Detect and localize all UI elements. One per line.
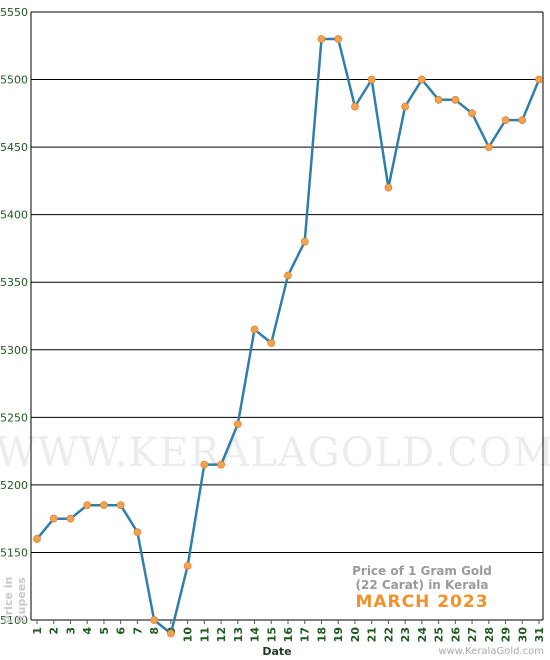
y-tick-label-5350: 5350 (0, 276, 28, 289)
data-point-14 (250, 325, 259, 334)
x-axis: 1234567891011121314151617181920212223242… (31, 620, 546, 642)
x-tick-label-28: 28 (483, 627, 496, 642)
x-tick-label-7: 7 (131, 627, 144, 635)
data-point-9 (166, 629, 175, 638)
data-point-3 (66, 514, 75, 523)
x-tick-label-12: 12 (215, 627, 228, 642)
x-tick-label-6: 6 (115, 627, 128, 635)
data-markers (33, 35, 543, 638)
y-axis-label: Price in Rupees (2, 577, 28, 624)
data-point-16 (284, 271, 292, 280)
data-point-10 (183, 562, 192, 570)
y-tick-label-5100: 5100 (0, 614, 28, 627)
data-point-20 (351, 102, 359, 111)
x-tick-label-5: 5 (98, 627, 111, 635)
watermark: WWW.KERALAGOLD.COM (0, 430, 550, 476)
y-axis-label-line-2: Rupees (15, 577, 28, 623)
data-point-6 (116, 501, 125, 510)
data-point-22 (384, 183, 393, 192)
x-tick-label-19: 19 (332, 627, 345, 642)
x-tick-label-15: 15 (265, 627, 278, 642)
data-point-2 (49, 514, 58, 523)
x-tick-label-13: 13 (232, 627, 245, 642)
data-point-11 (200, 460, 209, 469)
x-tick-label-14: 14 (249, 627, 262, 643)
x-tick-label-21: 21 (366, 627, 379, 642)
x-tick-label-1: 1 (31, 627, 44, 635)
y-axis: 5100 5150 5200 5250 5300 5350 5400 5450 5500 5550 (0, 6, 28, 627)
y-tick-label-5450: 5450 (0, 141, 28, 154)
annotation-line-2: (22 Carat) in Kerala (356, 578, 489, 592)
x-tick-label-4: 4 (81, 627, 94, 635)
annotation-period: MARCH 2023 (355, 592, 488, 612)
y-tick-label-5150: 5150 (0, 546, 28, 559)
data-point-12 (217, 460, 225, 469)
data-point-30 (518, 116, 527, 124)
x-tick-label-25: 25 (433, 627, 446, 642)
grid-lines (30, 11, 544, 621)
x-tick-label-30: 30 (516, 627, 529, 643)
y-tick-label-5400: 5400 (0, 209, 28, 222)
y-axis-label-line-1: Price in (2, 577, 15, 624)
data-point-27 (468, 109, 476, 118)
y-tick-label-5250: 5250 (0, 411, 28, 424)
x-tick-label-17: 17 (299, 627, 312, 642)
data-point-13 (233, 420, 242, 428)
x-tick-label-24: 24 (416, 627, 429, 643)
y-tick-label-5550: 5550 (0, 6, 28, 19)
x-tick-label-22: 22 (382, 627, 395, 642)
x-tick-label-3: 3 (64, 627, 77, 635)
data-point-8 (150, 616, 159, 624)
data-point-18 (317, 35, 326, 43)
x-tick-label-23: 23 (399, 627, 412, 642)
data-point-25 (434, 95, 443, 104)
data-point-17 (300, 237, 309, 246)
source-credit: www.KeralaGold.com (438, 646, 544, 657)
data-point-24 (417, 75, 426, 84)
data-point-7 (133, 528, 142, 537)
x-tick-label-31: 31 (533, 627, 546, 642)
y-tick-label-5300: 5300 (0, 344, 28, 357)
data-point-1 (33, 535, 41, 543)
data-point-4 (83, 501, 92, 510)
data-point-26 (451, 95, 460, 104)
x-tick-label-10: 10 (182, 627, 195, 643)
y-tick-label-5200: 5200 (0, 479, 28, 492)
annotation-line-1: Price of 1 Gram Gold (352, 564, 492, 578)
x-tick-label-18: 18 (315, 627, 328, 642)
x-tick-label-16: 16 (282, 627, 295, 643)
x-tick-label-29: 29 (500, 627, 513, 642)
y-tick-label-5500: 5500 (0, 74, 28, 87)
x-tick-label-20: 20 (349, 627, 362, 643)
data-point-23 (401, 102, 410, 111)
data-point-28 (484, 143, 493, 152)
data-point-21 (367, 75, 376, 84)
x-tick-label-2: 2 (48, 627, 61, 635)
x-tick-label-27: 27 (466, 627, 479, 642)
price-line (36, 37, 541, 635)
x-tick-label-26: 26 (449, 627, 462, 643)
x-tick-label-11: 11 (198, 627, 211, 642)
data-point-31 (535, 75, 543, 84)
x-axis-label: Date (262, 645, 291, 658)
data-point-15 (267, 339, 276, 347)
data-point-5 (100, 501, 108, 510)
data-point-19 (334, 35, 343, 43)
x-tick-label-8: 8 (148, 627, 161, 635)
data-point-29 (501, 116, 510, 124)
